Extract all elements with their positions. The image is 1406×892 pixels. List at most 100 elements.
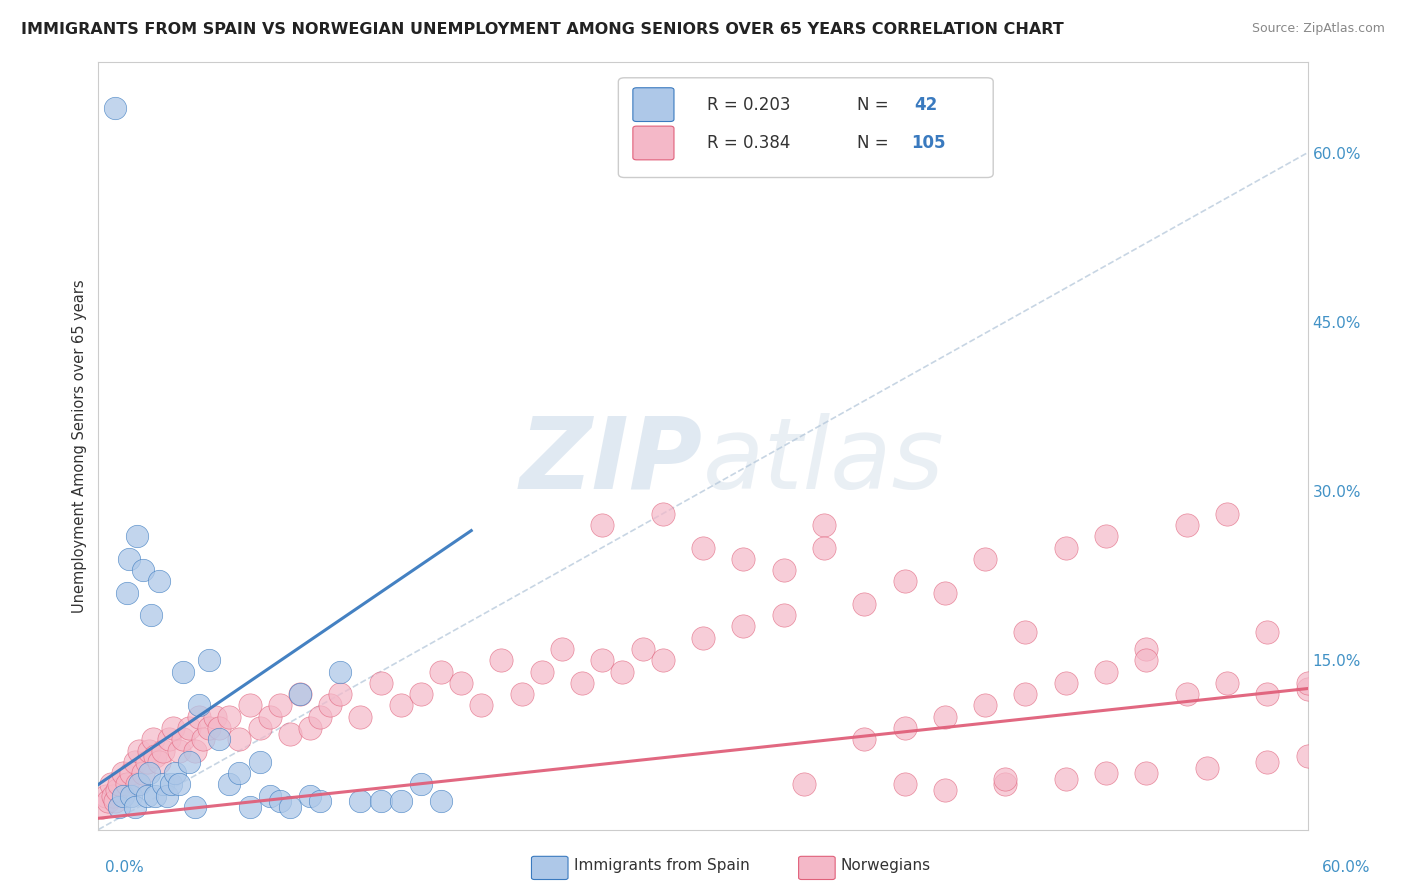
Point [430, 665, 453, 679]
Point [249, 755, 271, 769]
Point [510, 687, 533, 701]
Point [309, 794, 332, 808]
Point [974, 551, 997, 566]
Point [188, 698, 211, 713]
Point [142, 732, 165, 747]
Point [571, 676, 593, 690]
Text: atlas: atlas [703, 413, 945, 510]
Point [1095, 665, 1118, 679]
Point [156, 789, 179, 803]
Point [239, 800, 262, 814]
Point [179, 755, 201, 769]
Text: Source: ZipAtlas.com: Source: ZipAtlas.com [1251, 22, 1385, 36]
Text: 42: 42 [915, 95, 938, 113]
Point [148, 574, 170, 589]
FancyBboxPatch shape [633, 87, 673, 121]
Point [1195, 760, 1218, 774]
Point [1014, 625, 1036, 640]
Point [135, 755, 157, 769]
Point [163, 766, 186, 780]
Point [591, 518, 613, 533]
Point [208, 721, 231, 735]
Point [120, 766, 142, 780]
Point [179, 721, 201, 735]
Point [157, 732, 180, 747]
Point [118, 551, 141, 566]
Point [319, 698, 342, 713]
Point [269, 698, 291, 713]
Point [1296, 681, 1319, 696]
Point [193, 732, 215, 747]
Point [299, 721, 322, 735]
Text: 0.0%: 0.0% [105, 860, 145, 874]
Point [631, 642, 654, 657]
Point [103, 794, 125, 808]
Point [349, 794, 371, 808]
Point [204, 710, 226, 724]
Point [389, 698, 412, 713]
Point [1135, 653, 1157, 667]
Point [934, 710, 956, 724]
Point [160, 777, 183, 791]
Point [103, 101, 125, 115]
Point [733, 619, 755, 633]
Point [1095, 529, 1118, 543]
Point [309, 710, 332, 724]
Text: ZIP: ZIP [520, 413, 703, 510]
Point [125, 529, 148, 543]
Point [651, 653, 673, 667]
Text: N =: N = [856, 95, 889, 113]
Point [692, 631, 714, 645]
Point [329, 665, 352, 679]
Point [105, 783, 128, 797]
Point [184, 800, 207, 814]
Point [132, 766, 155, 780]
Point [1054, 772, 1077, 786]
Point [651, 507, 673, 521]
Point [813, 541, 835, 555]
Point [115, 777, 138, 791]
Point [188, 710, 211, 724]
Point [389, 794, 412, 808]
Point [853, 732, 876, 747]
Text: 105: 105 [911, 134, 945, 152]
Point [135, 789, 157, 803]
Point [772, 608, 794, 623]
Text: IMMIGRANTS FROM SPAIN VS NORWEGIAN UNEMPLOYMENT AMONG SENIORS OVER 65 YEARS CORR: IMMIGRANTS FROM SPAIN VS NORWEGIAN UNEMP… [21, 22, 1064, 37]
Point [138, 743, 160, 757]
Point [1296, 676, 1319, 690]
Point [228, 766, 250, 780]
Point [97, 794, 120, 808]
Point [152, 777, 174, 791]
Point [259, 789, 281, 803]
Point [124, 800, 146, 814]
Point [152, 743, 174, 757]
Point [111, 766, 134, 780]
Point [1216, 676, 1239, 690]
Point [409, 687, 432, 701]
Point [162, 721, 184, 735]
Point [228, 732, 250, 747]
Point [1054, 676, 1077, 690]
Point [111, 789, 134, 803]
Point [772, 563, 794, 577]
Point [370, 794, 392, 808]
Point [430, 794, 453, 808]
Point [278, 726, 301, 740]
Point [278, 800, 301, 814]
Point [184, 743, 207, 757]
Point [124, 755, 146, 769]
Point [853, 597, 876, 611]
Point [128, 743, 150, 757]
Point [1256, 755, 1278, 769]
Point [409, 777, 432, 791]
Point [115, 585, 138, 599]
Point [91, 800, 114, 814]
Point [934, 783, 956, 797]
Point [994, 777, 1017, 791]
Point [148, 755, 170, 769]
Point [612, 665, 634, 679]
Point [132, 563, 155, 577]
Point [172, 665, 194, 679]
Point [491, 653, 513, 667]
